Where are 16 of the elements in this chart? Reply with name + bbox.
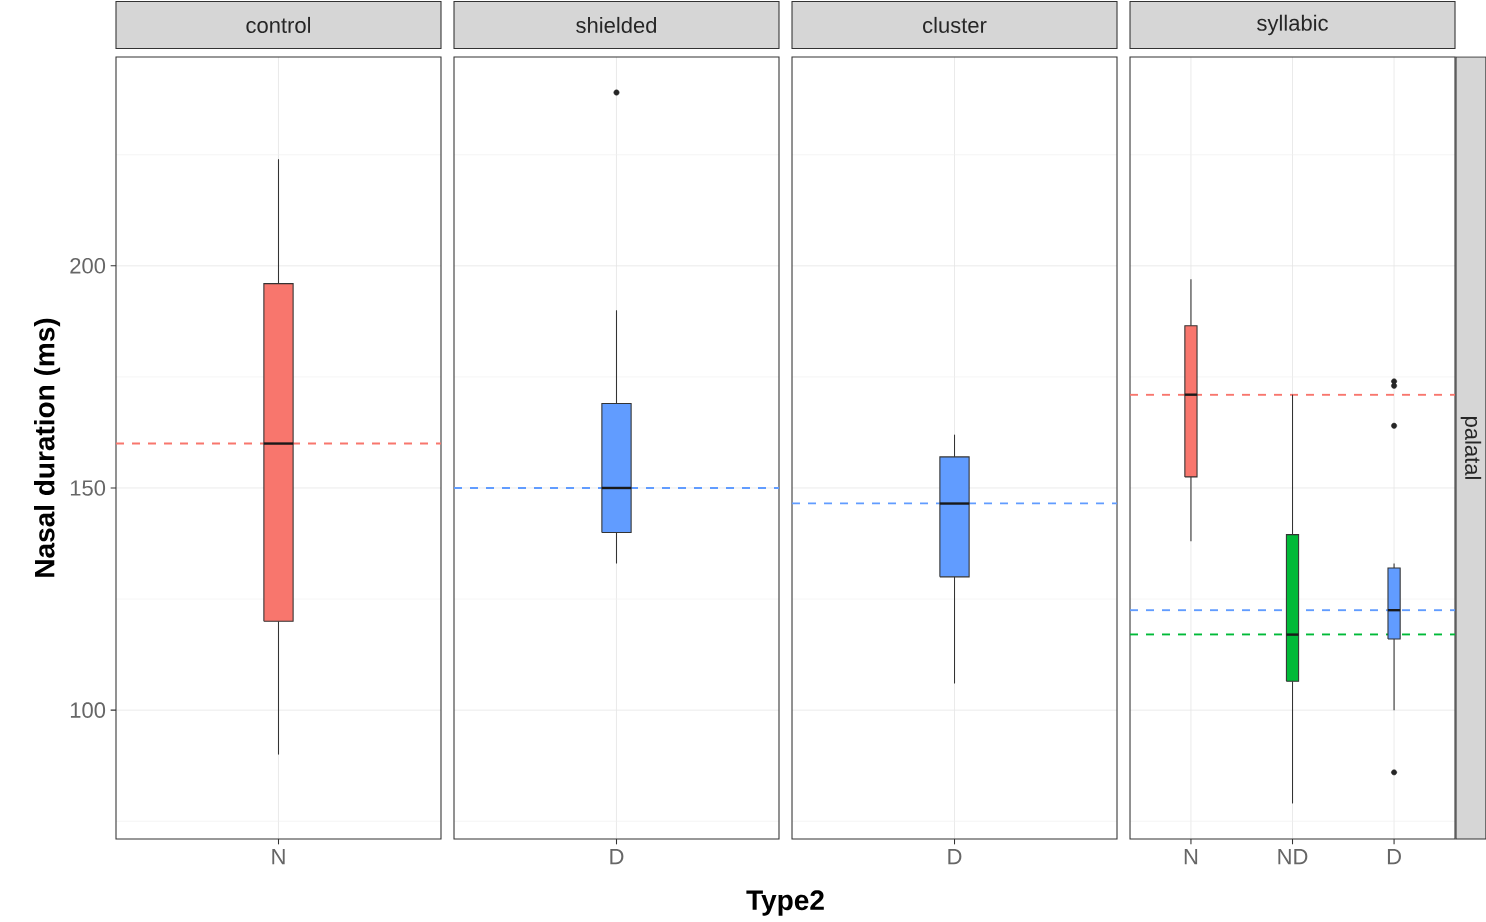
- text: palatal: [1460, 417, 1482, 479]
- chart-title: control: [246, 16, 311, 34]
- y-tick-label: 100: [70, 702, 106, 718]
- x-tick-label: D: [948, 849, 962, 865]
- x-tick-label: D: [1387, 849, 1401, 865]
- x-tick-label: D: [610, 849, 624, 865]
- chart-title: syllabic: [1257, 14, 1328, 36]
- x-tick-label: ND: [1278, 849, 1308, 865]
- y-axis-title: Nasal duration (ms): [34, 318, 61, 577]
- chart-title: shielded: [576, 16, 657, 34]
- y-tick-label: 150: [70, 480, 106, 496]
- x-axis-title: Type2: [746, 890, 824, 916]
- x-tick-label: N: [1184, 849, 1198, 865]
- y-tick-label: 200: [70, 258, 106, 274]
- x-tick-label: N: [272, 849, 285, 865]
- chart-title: cluster: [923, 16, 987, 34]
